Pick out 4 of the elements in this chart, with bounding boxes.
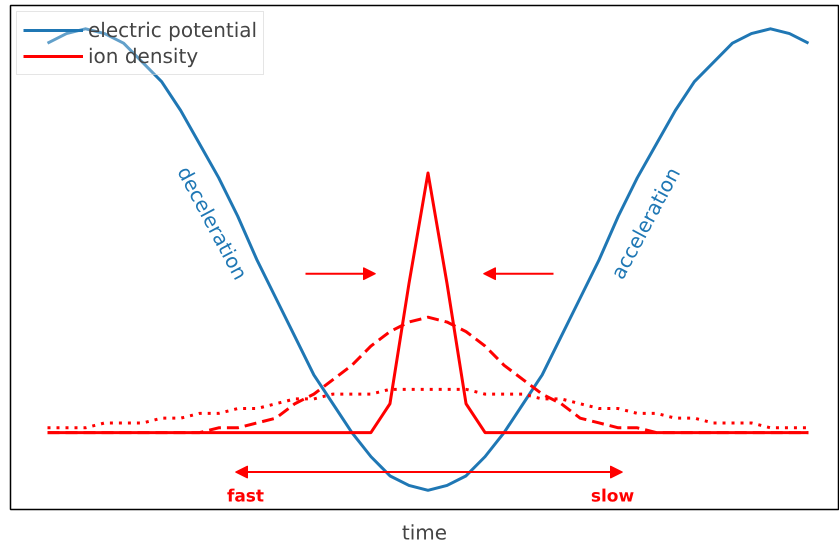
legend-label: electric potential [88, 18, 258, 42]
x-axis-title: time [402, 520, 448, 544]
annotation: slow [590, 486, 634, 506]
annotation: fast [226, 486, 264, 506]
